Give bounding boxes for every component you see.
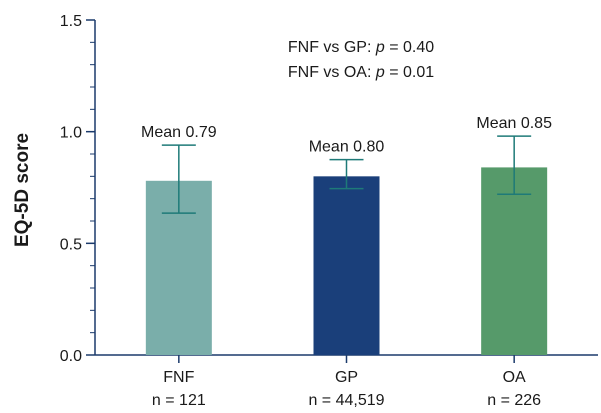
bar-mean-label: Mean 0.79 — [141, 124, 217, 141]
p-value-annotation: FNF vs OA: p = 0.01 — [288, 64, 434, 81]
x-tick-label: OA — [503, 369, 526, 386]
p-value-annotation: FNF vs GP: p = 0.40 — [288, 39, 434, 56]
x-count-label: n = 121 — [152, 392, 206, 409]
x-count-label: n = 226 — [487, 392, 541, 409]
bar-oa — [481, 167, 548, 355]
y-tick-label: 0.0 — [60, 348, 82, 365]
x-tick-label: GP — [335, 369, 358, 386]
y-tick-label: 1.0 — [60, 125, 82, 142]
bars — [145, 167, 548, 355]
error-bars — [161, 135, 532, 214]
y-axis-label: EQ-5D score — [12, 133, 33, 247]
annotations: FNF vs GP: p = 0.40 FNF vs OA: p = 0.01 — [288, 39, 434, 81]
bar-mean-label: Mean 0.85 — [476, 115, 552, 132]
y-tick-label: 0.5 — [60, 236, 82, 253]
bar-mean-label: Mean 0.80 — [309, 139, 385, 156]
y-tick-label: 1.5 — [60, 13, 82, 30]
labels: Mean 0.79 FNF n = 121 Mean 0.80 GP n = 44,519… — [141, 115, 552, 409]
x-count-label: n = 44,519 — [308, 392, 384, 409]
x-tick-label: FNF — [163, 369, 194, 386]
bar-gp — [313, 176, 380, 355]
